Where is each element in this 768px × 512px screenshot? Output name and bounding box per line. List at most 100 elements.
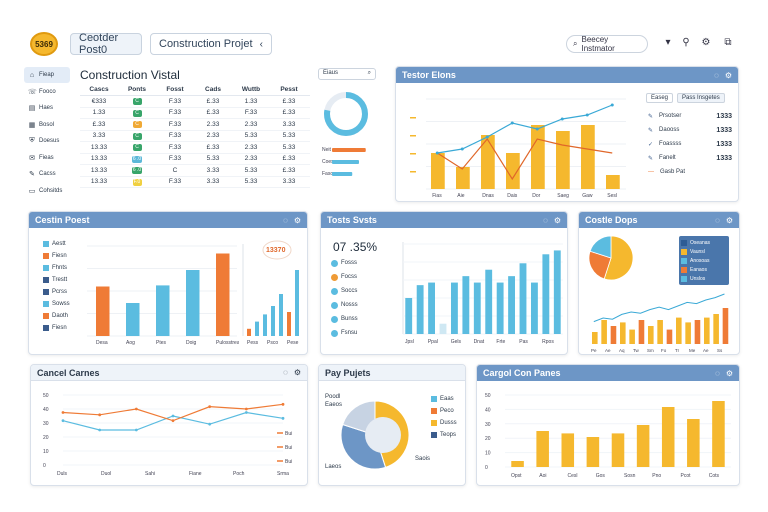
task-label: Fsnsu: [341, 330, 358, 336]
progress-bar: [332, 172, 353, 176]
project-select[interactable]: Construction Projet ‹: [150, 33, 272, 55]
data-point: [281, 402, 285, 406]
legend-label: Sowss: [52, 301, 70, 307]
search-bar[interactable]: ⌕ Beecey Instmator: [566, 35, 648, 53]
tick-label: Aoi: [539, 473, 546, 479]
tick-label: Jpsl: [405, 339, 414, 345]
bar: [722, 308, 729, 344]
refresh-icon[interactable]: ◌: [715, 215, 720, 225]
legend-item[interactable]: ✎ Fanelt 1333: [648, 151, 732, 165]
refresh-icon[interactable]: ◌: [283, 368, 288, 377]
y-tick-label: 20: [485, 436, 491, 442]
task-item[interactable]: Bunss: [331, 312, 358, 326]
task-item[interactable]: Fsnsu: [331, 326, 358, 340]
sidebar-item[interactable]: ☏ Fooco: [24, 84, 70, 100]
axis-tick: [410, 171, 416, 173]
sidebar-item[interactable]: ⌂ Fieap: [24, 67, 70, 83]
refresh-icon[interactable]: ◌: [715, 368, 720, 378]
share-icon[interactable]: ⧉: [724, 37, 732, 48]
bar: [687, 419, 700, 467]
legend-swatch: [431, 408, 437, 414]
tick-label: Aog: [126, 340, 135, 346]
line-icon: —: [648, 169, 654, 175]
data-point: [485, 135, 489, 139]
refresh-icon[interactable]: ◌: [283, 215, 288, 225]
table-cell: £.33: [282, 97, 296, 105]
pay-legend: Eaas Peco Dusss Teops: [431, 393, 457, 441]
legend-item[interactable]: ✎ Prsotser 1333: [648, 109, 732, 123]
legend-swatch: [681, 248, 687, 255]
overview-search[interactable]: Eiaus ⌕: [318, 68, 376, 80]
legend-item: Daoth: [43, 310, 70, 322]
sidebar-item[interactable]: ✉ Fieas: [24, 150, 70, 166]
table-cell: F.33: [168, 109, 182, 117]
sidebar-item[interactable]: ▭ Cohsitds: [24, 183, 70, 199]
settings-icon[interactable]: ⚙: [725, 368, 733, 378]
settings-icon[interactable]: ⚙: [725, 215, 733, 225]
bar: [506, 153, 520, 189]
tab-easeg[interactable]: Easeg: [646, 93, 674, 103]
bar: [629, 329, 635, 344]
table-row[interactable]: 13.33 6 .0 F.33 5.33 2.33 £.33: [80, 154, 310, 165]
table-cell: £.33: [282, 109, 296, 117]
legend-item: Fhnts: [43, 262, 70, 274]
chevron-left-icon: ‹: [259, 38, 263, 50]
tick-label: Ss: [717, 348, 723, 353]
table-cell: C: [118, 143, 156, 152]
table-row[interactable]: 13.33 C F.33 £.33 2.33 5.33: [80, 142, 310, 154]
sidebar-item-label: Doesus: [39, 138, 60, 144]
legend-label: Pcrss: [52, 289, 67, 295]
table-row[interactable]: 13.33 6 .0 C 3.33 5.33 £.33: [80, 165, 310, 177]
table-row[interactable]: £.33 C F.33 2.33 2.33 3.33: [80, 119, 310, 131]
task-item[interactable]: Soccs: [331, 284, 358, 298]
settings-icon[interactable]: ⚙: [293, 368, 301, 377]
legend-item[interactable]: — Gasb Pat: [648, 165, 732, 179]
sidebar-item[interactable]: ⛨ Doesus: [24, 133, 70, 149]
table-row[interactable]: 1.33 C F.33 £.33 F.33 £.33: [80, 108, 310, 119]
app-logo[interactable]: 5369: [30, 32, 58, 56]
legend-swatch: [431, 420, 437, 426]
sidebar-item-label: Bosol: [39, 121, 55, 128]
cargo-chart: 0 10 20 30 40 50 Opst Aoi Cesl Gos Sosn Pno Pcot Cots: [485, 393, 731, 479]
table-cell: £.33: [282, 155, 296, 163]
chevron-down-icon[interactable]: ▾: [665, 37, 671, 48]
table-cell: 3.33: [282, 178, 296, 186]
costs-chart: Desa Aog Ptes Doig Pulosstreas: [87, 245, 239, 346]
legend-item[interactable]: ✎ Daooss 1333: [648, 123, 732, 137]
sidebar-item[interactable]: ▤ Haes: [24, 100, 70, 116]
sidebar-item[interactable]: ▦ Bosol: [24, 117, 70, 133]
settings-icon[interactable]: ⚙: [293, 215, 301, 225]
task-item[interactable]: Fosss: [331, 256, 358, 270]
refresh-icon[interactable]: ◌: [543, 215, 548, 225]
location-icon[interactable]: ⚲: [682, 37, 690, 48]
legend-item[interactable]: ✓ Foassss 1333: [648, 137, 732, 151]
tab-pass[interactable]: Pass Insgetes: [677, 93, 725, 103]
status-badge: C: [132, 109, 142, 117]
bar: [519, 263, 527, 334]
bar: [481, 135, 495, 189]
column-header: Fosst: [166, 86, 184, 93]
settings-icon[interactable]: ⚙: [724, 70, 732, 80]
sidebar-item[interactable]: ✎ Cacss: [24, 166, 70, 182]
task-item[interactable]: Nosss: [331, 298, 358, 312]
table-cell: 5.33: [206, 155, 220, 163]
column-header: Ponts: [127, 86, 147, 93]
tick-label: Tw: [633, 348, 640, 353]
table-cell: 5.33: [244, 132, 258, 140]
table-row[interactable]: €333 C F.33 £.33 1.33 £.33: [80, 96, 310, 108]
table-row[interactable]: 13.33 F.0 F.33 3.33 5.33 3.33: [80, 177, 310, 188]
project-button[interactable]: Ceotder Post0: [70, 32, 142, 56]
legend-swatch: [681, 257, 687, 264]
refresh-icon[interactable]: ◌: [714, 70, 719, 80]
task-item[interactable]: Focss: [331, 270, 358, 284]
settings-icon[interactable]: ⚙: [553, 215, 561, 225]
bar: [263, 314, 267, 336]
sidebar-item-label: Fieas: [39, 154, 54, 161]
home-icon: ⌂: [29, 71, 35, 79]
settings-icon[interactable]: ⚙: [701, 37, 711, 48]
table-row[interactable]: 3.33 C F.33 2.33 5.33 5.33: [80, 131, 310, 142]
pen-icon: ✎: [648, 127, 654, 134]
pay-title: Pay Pujets: [325, 367, 371, 378]
bar: [508, 276, 515, 334]
y-tick-label: 0: [485, 465, 488, 471]
